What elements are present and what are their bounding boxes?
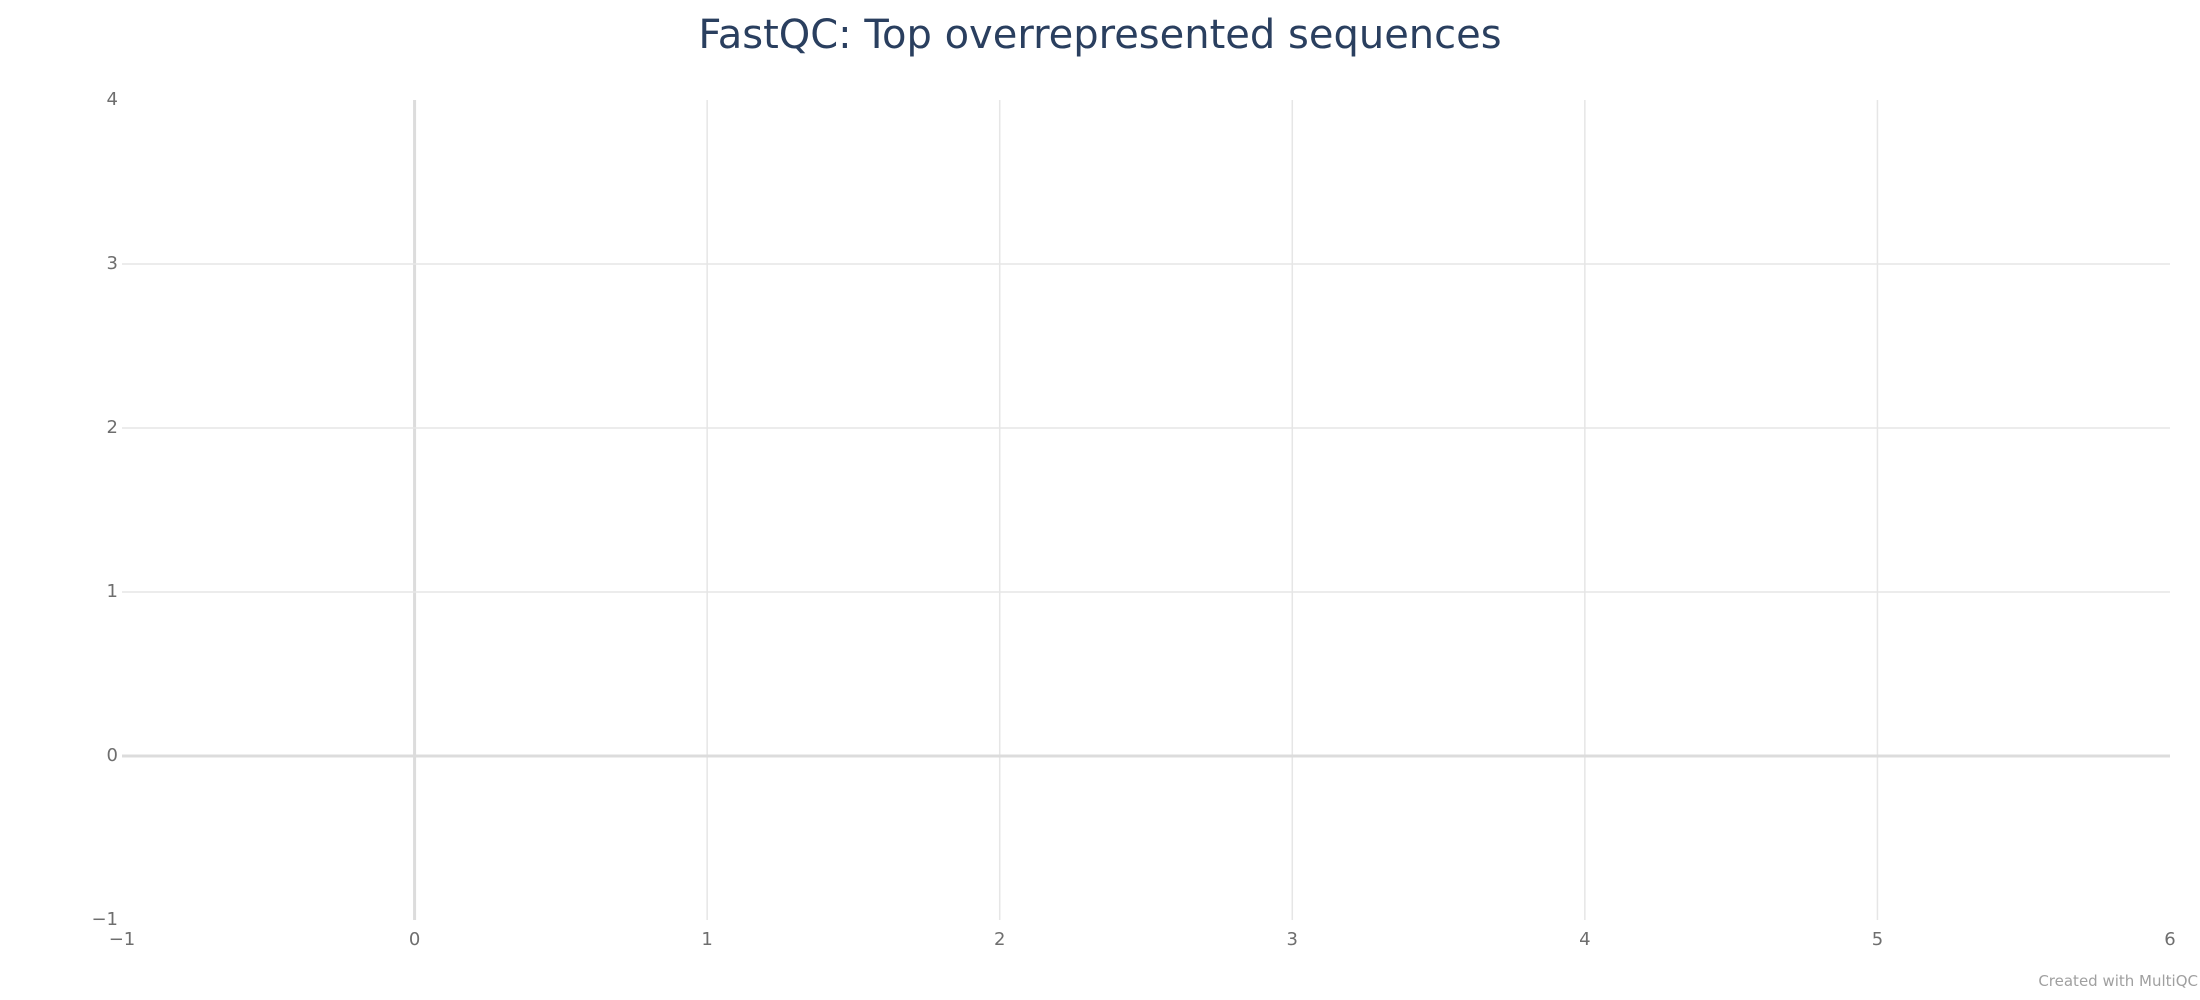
x-tick-label: 3 <box>1287 929 1298 950</box>
x-tick-label: 4 <box>1579 929 1590 950</box>
x-tick-label: −1 <box>109 929 136 950</box>
x-tick-label: 0 <box>409 929 420 950</box>
y-tick-label: 4 <box>107 89 118 110</box>
credit-text: Created with MultiQC <box>2038 972 2198 990</box>
chart-title: FastQC: Top overrepresented sequences <box>698 12 1502 58</box>
y-tick-label: 1 <box>107 581 118 602</box>
y-tick-label: 3 <box>107 253 118 274</box>
x-tick-label: 2 <box>994 929 1005 950</box>
x-tick-label: 5 <box>1872 929 1883 950</box>
y-tick-label: 2 <box>107 417 118 438</box>
y-tick-label: 0 <box>107 745 118 766</box>
x-tick-label: 1 <box>701 929 712 950</box>
y-tick-label: −1 <box>91 909 118 930</box>
x-tick-label: 6 <box>2164 929 2175 950</box>
